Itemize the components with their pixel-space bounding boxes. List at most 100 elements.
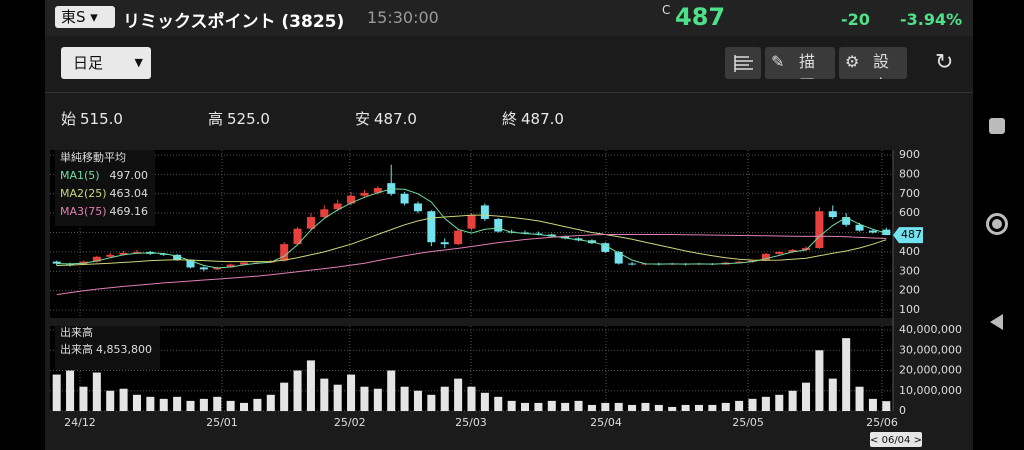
ma-line bbox=[56, 234, 887, 296]
date-badge bbox=[870, 432, 922, 447]
volume-bar bbox=[507, 400, 516, 411]
candle-body bbox=[761, 253, 770, 261]
y-tick-label: 10,000,000 bbox=[899, 384, 962, 397]
volume-bar bbox=[587, 404, 596, 411]
volume-bar bbox=[708, 404, 717, 411]
y-tick-label: 100 bbox=[899, 303, 920, 316]
legend-value: 463.04 bbox=[110, 187, 149, 200]
candle-body bbox=[159, 253, 168, 255]
y-tick-label: 30,000,000 bbox=[899, 343, 962, 356]
candle-body bbox=[52, 261, 61, 264]
volume-bar bbox=[480, 392, 489, 411]
price-panel bbox=[50, 150, 893, 318]
legend-value: 469.16 bbox=[110, 205, 149, 218]
ohlc-item: 終 487.0 bbox=[502, 108, 649, 129]
ma-line bbox=[56, 214, 887, 266]
ohlc-item: 安 487.0 bbox=[355, 108, 502, 129]
ohlc-label: 終 bbox=[502, 110, 518, 128]
volume-bar bbox=[92, 372, 101, 411]
volume-bar bbox=[360, 386, 369, 411]
candle-body bbox=[119, 252, 128, 255]
candle-body bbox=[628, 263, 637, 265]
volume-bar bbox=[146, 396, 155, 411]
volume-bar bbox=[868, 398, 877, 411]
candle-body bbox=[306, 217, 315, 229]
market-select[interactable]: 東S ▾ bbox=[55, 6, 115, 28]
period-select[interactable]: 日足 ▼ bbox=[61, 47, 151, 79]
volume-bar bbox=[775, 394, 784, 411]
volume-bar bbox=[721, 402, 730, 411]
volume-bar bbox=[427, 394, 436, 411]
volume-bar bbox=[547, 400, 556, 411]
volume-bar bbox=[159, 398, 168, 411]
volume-value: 4,853,800 bbox=[96, 343, 152, 356]
volume-bar bbox=[654, 404, 663, 411]
stock-name: リミックスポイント (3825) bbox=[123, 12, 345, 32]
candle-body bbox=[735, 261, 744, 263]
candle-body bbox=[802, 248, 811, 250]
period: 日足 bbox=[73, 54, 104, 72]
legend-name: MA3(75) bbox=[60, 205, 107, 218]
candle-body bbox=[547, 234, 556, 237]
candle-body bbox=[601, 243, 610, 252]
home[interactable] bbox=[986, 213, 1008, 235]
y-tick-label: 400 bbox=[899, 245, 920, 258]
change-pct: -3.94% bbox=[900, 10, 963, 29]
candle-body bbox=[454, 230, 463, 245]
volume-bar bbox=[213, 396, 222, 411]
volume-bar bbox=[66, 370, 75, 411]
back[interactable] bbox=[987, 312, 1007, 332]
candle-body bbox=[855, 224, 864, 231]
candle-body bbox=[467, 215, 476, 229]
ohlc-value: 487.0 bbox=[374, 110, 417, 128]
time: 15:30:00 bbox=[367, 8, 439, 27]
candle-body bbox=[775, 251, 784, 254]
legend-box bbox=[55, 326, 160, 370]
volume-title: 出来高 bbox=[60, 325, 93, 339]
y-tick-label: 20,000,000 bbox=[899, 364, 962, 377]
candle-body bbox=[788, 249, 797, 252]
ohlc-summary: 始 515.0 高 525.0 安 487.0 終 487.0 bbox=[61, 108, 649, 129]
x-tick-label: 25/03 bbox=[455, 416, 487, 429]
candle-body bbox=[882, 229, 891, 236]
volume-bar bbox=[240, 402, 249, 411]
ohlc-label: 安 bbox=[355, 110, 371, 128]
candle-body bbox=[347, 195, 356, 204]
change: -20 bbox=[841, 10, 870, 29]
volume-bar bbox=[467, 386, 476, 411]
volume-bar bbox=[628, 404, 637, 411]
volume-bar bbox=[373, 388, 382, 411]
volume-bar bbox=[641, 402, 650, 411]
candle-body bbox=[360, 192, 369, 196]
volume-bar bbox=[761, 396, 770, 411]
volume-bar bbox=[52, 374, 61, 411]
list-button[interactable] bbox=[725, 47, 761, 79]
refresh-button[interactable]: ↻ bbox=[935, 50, 954, 75]
x-tick-label: 25/06 bbox=[866, 416, 898, 429]
ohlc-label: 高 bbox=[208, 110, 224, 128]
settings-button[interactable]: ⚙設定 bbox=[839, 47, 907, 79]
candle-body bbox=[320, 209, 329, 218]
volume-bar bbox=[347, 374, 356, 411]
last-price: 487 bbox=[901, 228, 922, 241]
y-tick-label: 0 bbox=[899, 404, 906, 417]
y-tick-label: 200 bbox=[899, 284, 920, 297]
candle-body bbox=[842, 217, 851, 225]
volume-bar bbox=[186, 400, 195, 411]
volume-bar bbox=[802, 382, 811, 411]
recent-apps[interactable] bbox=[989, 118, 1005, 134]
volume-bar bbox=[842, 338, 851, 411]
volume-bar bbox=[735, 400, 744, 411]
draw-button[interactable]: ✎描画 bbox=[765, 47, 835, 79]
candle-body bbox=[413, 203, 422, 212]
candle-body bbox=[173, 254, 182, 260]
volume-bar bbox=[400, 386, 409, 411]
list-icon bbox=[734, 55, 753, 72]
legend-value: 497.00 bbox=[110, 169, 149, 182]
candle-body bbox=[574, 238, 583, 241]
volume-bar bbox=[681, 404, 690, 411]
price-mark: C bbox=[662, 3, 671, 17]
volume-bar bbox=[454, 378, 463, 411]
y-tick-label: 800 bbox=[899, 167, 920, 180]
volume-bar bbox=[440, 386, 449, 411]
